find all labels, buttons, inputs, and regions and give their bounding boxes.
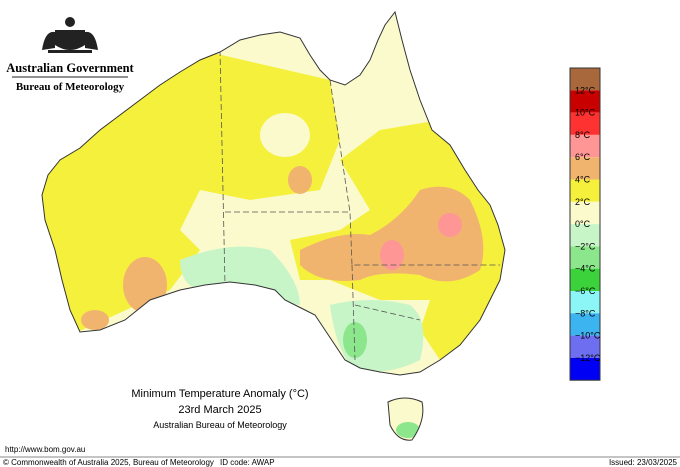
legend-swatch — [570, 357, 600, 381]
legend-label: −4°C — [575, 264, 596, 274]
legend-label: −12°C — [575, 353, 601, 363]
legend-label: 2°C — [575, 197, 591, 207]
legend-swatch — [570, 335, 600, 358]
legend-label: 12°C — [575, 85, 596, 95]
legend-label: 8°C — [575, 130, 591, 140]
coastline — [41, 10, 506, 441]
legend-swatch — [570, 90, 600, 113]
legend-swatch — [570, 291, 600, 314]
id-code: ID code: AWAP — [220, 458, 275, 467]
legend-swatch — [570, 134, 600, 158]
legend-swatch — [570, 179, 600, 202]
legend-label: 0°C — [575, 219, 591, 229]
legend-swatch — [570, 268, 600, 291]
legend-label: −10°C — [575, 331, 601, 341]
legend-label: 10°C — [575, 108, 596, 118]
legend-label: −2°C — [575, 241, 596, 251]
map-source: Australian Bureau of Meteorology — [153, 420, 287, 430]
copyright: © Commonwealth of Australia 2025, Bureau… — [3, 458, 214, 467]
issued: Issued: 23/03/2025 — [609, 458, 678, 467]
legend-swatch — [570, 224, 600, 247]
legend-swatch — [570, 246, 600, 269]
bureau: Bureau of Meteorology — [16, 81, 125, 93]
legend-label: −8°C — [575, 308, 596, 318]
legend-swatch — [570, 157, 600, 180]
map-date: 23rd March 2025 — [178, 404, 261, 416]
agency: Australian Government — [6, 61, 134, 75]
legend-frame — [569, 67, 601, 381]
legend-swatch — [570, 112, 600, 135]
legend-label: −6°C — [575, 286, 596, 296]
url[interactable]: http://www.bom.gov.au — [5, 445, 85, 454]
legend-swatch — [570, 201, 600, 225]
legend-swatch — [570, 68, 600, 91]
legend-label: 6°C — [575, 152, 591, 162]
coat-of-arms — [42, 17, 98, 53]
map-title: Minimum Temperature Anomaly (°C) — [131, 388, 308, 400]
legend-swatch — [570, 313, 600, 336]
legend: 12°C 10°C 8°C 6°C 4°C 2°C 0°C −2°C −4°C −6°C −8°C −… — [569, 67, 601, 381]
legend-label: 4°C — [575, 175, 591, 185]
